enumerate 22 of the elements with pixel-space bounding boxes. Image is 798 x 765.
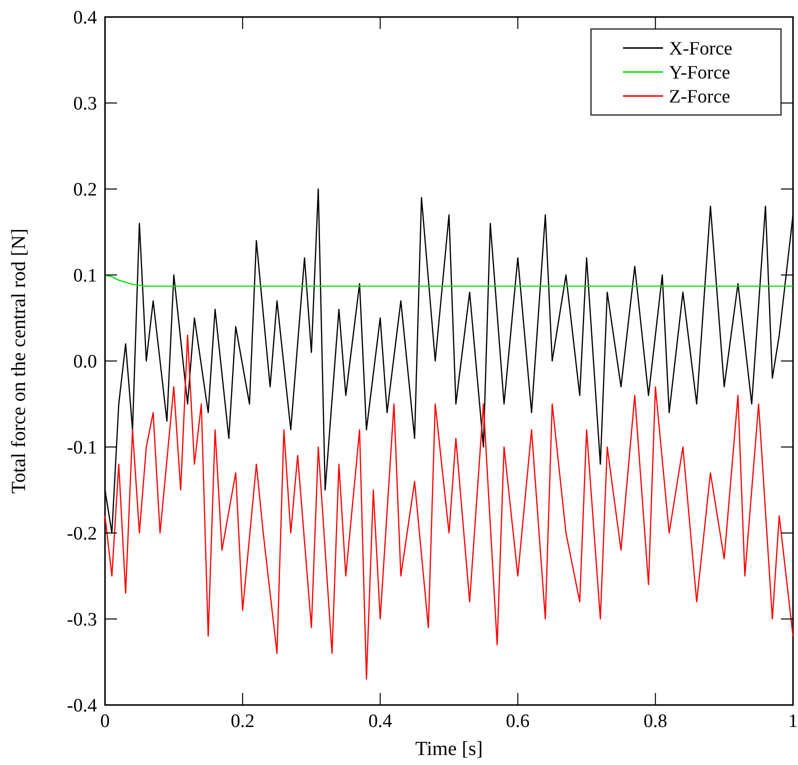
x-tick-label: 0.4 [368, 711, 393, 732]
y-tick-label: 0.1 [73, 266, 97, 287]
legend-label: X-Force [669, 38, 732, 60]
line-series [104, 334, 794, 680]
y-tick-label: -0.2 [66, 524, 97, 545]
y-tick-label: 0.0 [73, 352, 97, 373]
x-tick-label: 0 [100, 711, 110, 732]
legend-label: Z-Force [669, 86, 730, 108]
y-axis-title: Total force on the central rod [N] [8, 228, 30, 494]
y-tick-label: -0.1 [66, 438, 97, 459]
x-tick-label: 0.6 [506, 711, 530, 732]
y-tick-label: -0.4 [66, 696, 98, 717]
x-tick-label: 0.8 [644, 711, 668, 732]
x-tick-label: 1 [788, 711, 798, 732]
y-tick-label: 0.2 [73, 180, 97, 201]
line-series [104, 274, 794, 287]
y-tick-label: 0.3 [73, 94, 97, 115]
x-tick-label: 0.2 [230, 711, 254, 732]
legend-label: Y-Force [669, 62, 730, 84]
y-tick-label: -0.3 [66, 610, 97, 631]
y-tick-label: 0.4 [73, 8, 98, 29]
x-axis-title: Time [s] [415, 738, 483, 760]
